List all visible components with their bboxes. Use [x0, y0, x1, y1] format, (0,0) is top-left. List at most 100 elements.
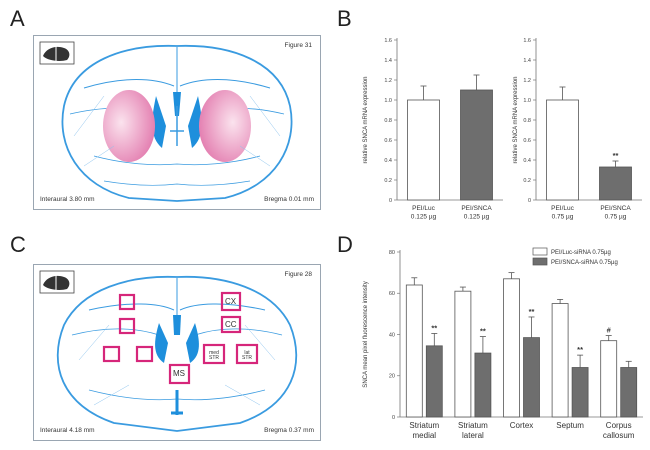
x-category-label: Corpus — [606, 421, 632, 430]
x-category-label: medial — [413, 431, 437, 440]
brain-section-drawing-c — [39, 270, 298, 432]
x-category-label: 0.75 µg — [605, 214, 627, 221]
x-category-label: Striatum — [409, 421, 439, 430]
y-tick-label: 0.8 — [523, 118, 531, 124]
roi-box-cc — [220, 315, 242, 334]
y-tick-label: 0.4 — [384, 158, 392, 164]
roi-box — [102, 345, 121, 363]
y-tick-label: 1.0 — [384, 98, 392, 104]
bar — [503, 278, 520, 418]
region-label-med-str: med STR — [209, 350, 219, 361]
significance-label: ** — [431, 323, 437, 332]
region-label-ms: MS — [173, 369, 185, 378]
significance-label: ** — [613, 151, 619, 160]
y-tick-label: 20 — [389, 374, 395, 380]
x-category-label: PEI/SNCA — [461, 205, 492, 212]
bar — [523, 337, 540, 418]
roi-box — [118, 317, 136, 335]
y-tick-label: 0.2 — [523, 178, 531, 184]
atlas-c-bregma-label: Bregma 0.37 mm — [264, 427, 314, 434]
roi-box-med-str — [202, 343, 226, 365]
bar — [425, 345, 443, 418]
bar — [571, 367, 589, 418]
roi-box — [118, 293, 136, 311]
bar — [599, 166, 632, 201]
y-tick-label: 0.2 — [384, 178, 392, 184]
legend-swatch — [532, 257, 548, 266]
brain-atlas-section-a: Figure 31 Interaural 3.80 mm Bregma 0.01… — [33, 35, 321, 210]
chart-b-075ug: 0 0.2 0.4 0.6 0.8 1.0 1.2 1.4 1.6 relative SNCA m… — [510, 30, 645, 230]
bar — [546, 99, 579, 201]
x-category-label: 0.75 µg — [552, 214, 574, 221]
legend-label: PEI/Luc-siRNA 0.75µg — [551, 250, 611, 256]
bar — [405, 284, 423, 418]
x-category-label: PEI/Luc — [412, 205, 436, 212]
x-category-label: Septum — [556, 421, 584, 430]
significance-label: ** — [577, 345, 583, 354]
y-tick-label: 0.8 — [384, 118, 392, 124]
atlas-a-interaural-label: Interaural 3.80 mm — [40, 196, 95, 203]
y-tick-label: 40 — [389, 332, 395, 338]
y-tick-label: 1.2 — [523, 78, 531, 84]
atlas-c-interaural-label: Interaural 4.18 mm — [40, 427, 95, 434]
chart-d-fluorescence-svg: 0 20 40 60 80 SNCA mean pixel fluorescence in… — [363, 247, 643, 440]
y-tick-label: 0.4 — [523, 158, 531, 164]
significance-label: ** — [480, 327, 486, 336]
legend-label: PEI/SNCA-siRNA 0.75µg — [551, 260, 618, 266]
x-category-label: Striatum — [458, 421, 488, 430]
x-category-label: PEI/SNCA — [600, 205, 631, 212]
atlas-a-bregma-label: Bregma 0.01 mm — [264, 196, 314, 203]
y-tick-label: 1.6 — [384, 38, 392, 44]
region-label-cx: CX — [225, 297, 237, 306]
bar — [454, 290, 472, 418]
bar — [474, 352, 492, 418]
atlas-c-figure-label: Figure 28 — [284, 271, 312, 278]
roi-box-ms — [168, 363, 191, 385]
x-category-label: Cortex — [510, 421, 534, 430]
chart-b-0125ug-svg: 0 0.2 0.4 0.6 0.8 1.0 1.2 1.4 1.6 relative SNCA m… — [363, 38, 503, 221]
bar — [460, 89, 493, 201]
y-tick-label: 0 — [389, 198, 392, 204]
y-tick-label: 60 — [389, 291, 395, 297]
y-axis-title: relative SNCA mRNA expression — [363, 76, 369, 163]
panel-letter-b: B — [337, 6, 352, 31]
panel-letter-d: D — [337, 232, 353, 257]
significance-label: # — [607, 326, 612, 335]
y-tick-label: 1.2 — [384, 78, 392, 84]
atlas-a-figure-label: Figure 31 — [284, 42, 312, 49]
chart-d-fluorescence: 0 20 40 60 80 SNCA mean pixel fluorescence in… — [355, 240, 645, 445]
x-category-label: 0.125 µg — [411, 214, 437, 221]
y-tick-label: 1.4 — [384, 58, 392, 64]
y-tick-label: 80 — [389, 250, 395, 256]
x-category-label: 0.125 µg — [464, 214, 490, 221]
panel-letter-c: C — [10, 232, 26, 257]
y-tick-label: 1.4 — [523, 58, 531, 64]
x-category-label: lateral — [462, 431, 484, 440]
region-label-cc: CC — [225, 320, 237, 329]
y-tick-label: 1.0 — [523, 98, 531, 104]
bar — [551, 303, 569, 418]
chart-b-075ug-svg: 0 0.2 0.4 0.6 0.8 1.0 1.2 1.4 1.6 relative SNCA m… — [513, 38, 642, 221]
x-category-label: PEI/Luc — [551, 205, 575, 212]
y-tick-label: 1.6 — [523, 38, 531, 44]
brain-section-drawing-a — [39, 41, 293, 202]
chart-b-0125ug: 0 0.2 0.4 0.6 0.8 1.0 1.2 1.4 1.6 relative SNCA m… — [355, 30, 505, 230]
x-category-label: callosum — [603, 431, 635, 440]
y-axis-title: relative SNCA mRNA expression — [513, 76, 519, 163]
roi-box — [135, 345, 154, 363]
roi-box-cx — [220, 291, 242, 312]
bar — [620, 367, 638, 418]
y-tick-label: 0.6 — [523, 138, 531, 144]
y-tick-label: 0 — [528, 198, 531, 204]
y-tick-label: 0 — [392, 415, 395, 421]
brain-atlas-section-c: CX CC med STR lat STR MS Figure 28 Inter… — [33, 264, 321, 441]
roi-box-lat-str — [235, 343, 259, 365]
region-label-lat-str: lat STR — [242, 350, 252, 361]
significance-label: ** — [529, 307, 535, 316]
bar — [407, 99, 440, 201]
panel-letter-a: A — [10, 6, 25, 31]
y-tick-label: 0.6 — [384, 138, 392, 144]
y-axis-title: SNCA mean pixel fluorescence intensity — [363, 281, 369, 387]
bar — [600, 340, 618, 418]
legend-swatch — [532, 247, 548, 256]
